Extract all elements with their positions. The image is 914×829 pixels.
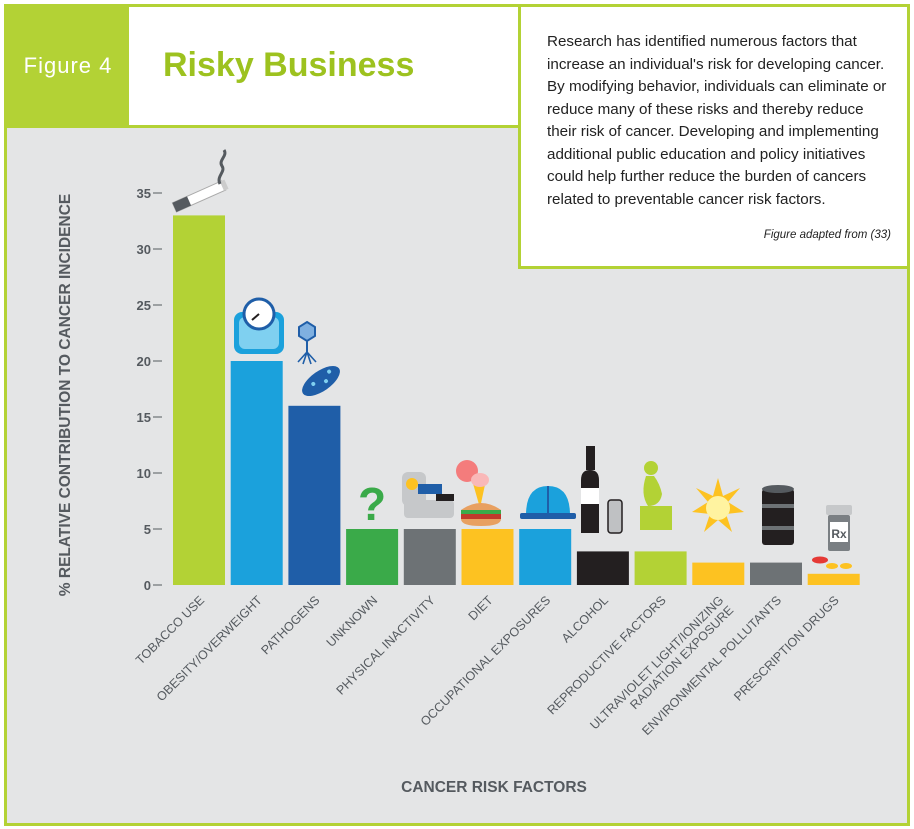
bar bbox=[576, 551, 629, 585]
bar bbox=[288, 405, 341, 585]
y-tick-label: 35 bbox=[137, 186, 151, 201]
x-category-label: DIET bbox=[466, 593, 496, 623]
y-tick-label: 15 bbox=[137, 410, 151, 425]
bar bbox=[403, 529, 456, 585]
bar bbox=[230, 361, 283, 585]
bar bbox=[346, 529, 399, 585]
pill-bottle-icon: Rx bbox=[812, 505, 852, 569]
sun-icon bbox=[692, 478, 744, 532]
page-title: Risky Business bbox=[163, 46, 415, 84]
description-text: Research has identified numerous factors… bbox=[547, 33, 887, 208]
x-category-label: OBESITY/OVERWEIGHT bbox=[154, 593, 265, 704]
bar bbox=[692, 562, 745, 585]
y-tick-label: 0 bbox=[144, 578, 151, 593]
cigarette-icon bbox=[171, 149, 229, 213]
x-category-label: PATHOGENS bbox=[258, 593, 322, 657]
x-category-label: PHYSICAL INACTIVITY bbox=[334, 593, 439, 698]
scale-icon bbox=[234, 297, 284, 354]
svg-text:?: ? bbox=[358, 478, 386, 530]
y-tick-label: 30 bbox=[137, 242, 151, 257]
bars bbox=[173, 215, 860, 585]
pregnant-woman-icon bbox=[640, 461, 672, 530]
source-note: Figure adapted from (33) bbox=[763, 229, 891, 241]
description-panel: Research has identified numerous factors… bbox=[518, 7, 907, 269]
y-tick-label: 25 bbox=[137, 298, 151, 313]
bar bbox=[807, 573, 860, 585]
bacterium-icon bbox=[302, 365, 340, 397]
x-category-label: OCCUPATIONAL EXPOSURES bbox=[418, 593, 553, 728]
bar bbox=[519, 529, 572, 585]
x-category-label: PRESCRIPTION DRUGS bbox=[731, 593, 842, 704]
food-icon bbox=[456, 460, 501, 526]
bar bbox=[750, 562, 802, 585]
svg-text:Rx: Rx bbox=[831, 527, 847, 541]
x-category-label: UNKNOWN bbox=[324, 593, 381, 650]
x-category-label: ALCOHOL bbox=[559, 593, 611, 645]
bar-icons: ? bbox=[171, 149, 852, 569]
y-axis: 0 5 10 15 20 25 30 35 bbox=[137, 186, 162, 593]
question-mark-icon: ? bbox=[358, 478, 386, 530]
couch-icon bbox=[402, 472, 454, 518]
y-tick-label: 20 bbox=[137, 354, 151, 369]
y-axis-title: % RELATIVE CONTRIBUTION TO CANCER INCIDE… bbox=[57, 194, 74, 596]
figure-label: Figure 4 bbox=[7, 7, 129, 125]
y-tick-label: 10 bbox=[137, 466, 151, 481]
bar bbox=[461, 529, 514, 585]
bar bbox=[173, 215, 225, 585]
virus-icon bbox=[297, 320, 317, 365]
bottle-icon bbox=[581, 446, 623, 534]
y-tick-label: 5 bbox=[144, 522, 151, 537]
barrel-icon bbox=[762, 485, 794, 545]
bar bbox=[634, 551, 687, 585]
hard-hat-icon bbox=[520, 486, 576, 519]
x-axis-title: CANCER RISK FACTORS bbox=[401, 779, 587, 796]
